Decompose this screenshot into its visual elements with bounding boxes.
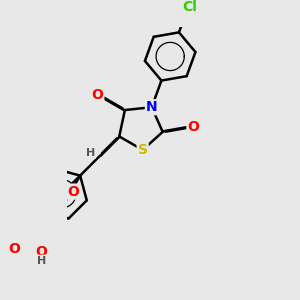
Text: O: O — [35, 245, 47, 260]
Text: O: O — [8, 242, 20, 256]
Text: O: O — [92, 88, 104, 102]
Text: S: S — [138, 143, 148, 157]
Text: H: H — [86, 148, 95, 158]
Text: N: N — [146, 100, 158, 114]
Text: H: H — [37, 256, 46, 266]
Text: O: O — [188, 120, 199, 134]
Text: Cl: Cl — [182, 0, 197, 14]
Text: O: O — [68, 184, 79, 199]
